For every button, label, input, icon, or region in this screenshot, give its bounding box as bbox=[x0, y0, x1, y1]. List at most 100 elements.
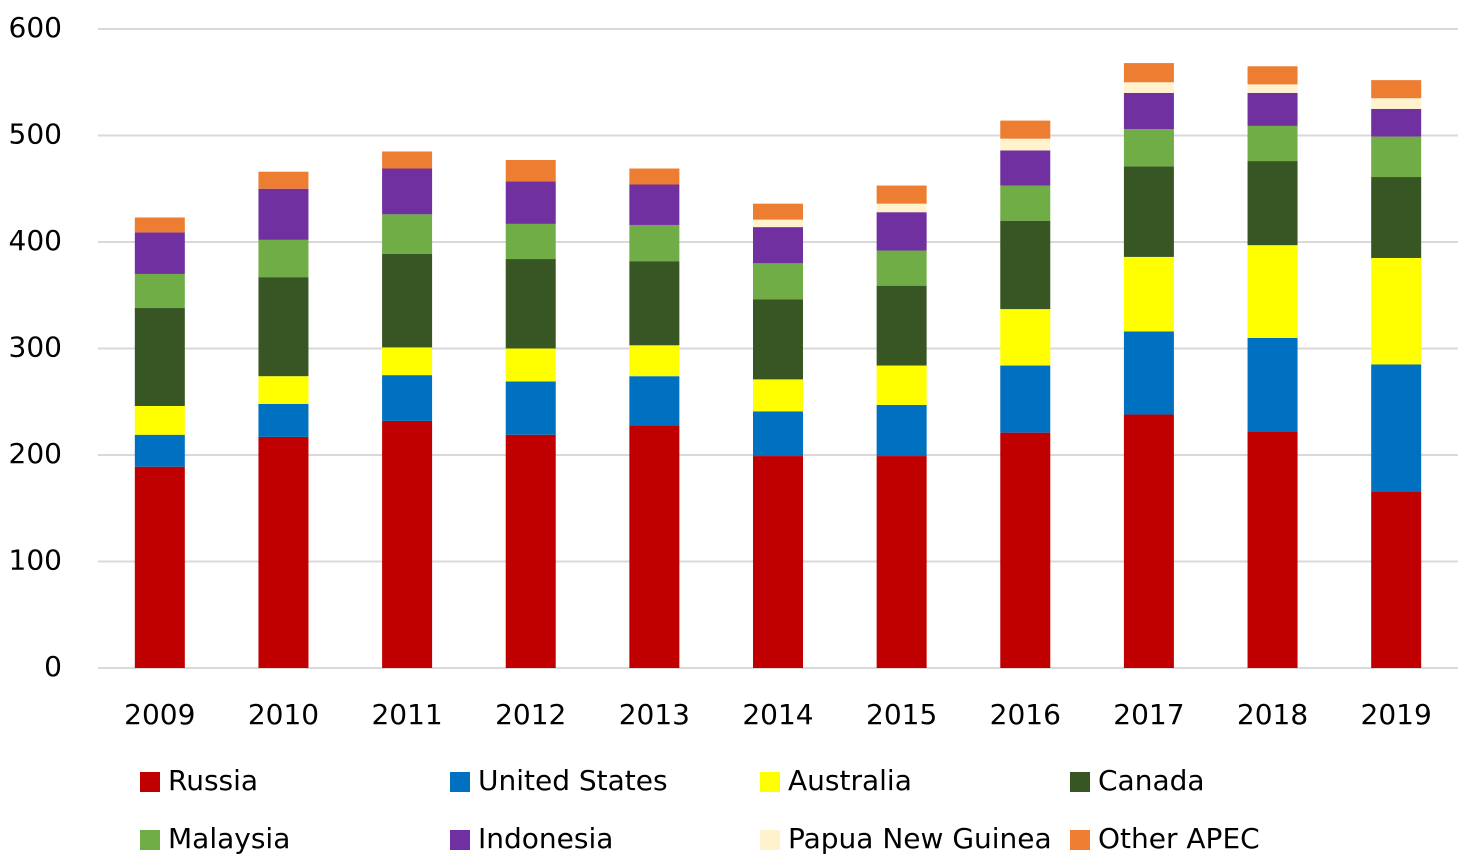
bar-segment bbox=[134, 273, 185, 309]
legend-swatch bbox=[1070, 830, 1090, 850]
x-tick-label: 2012 bbox=[495, 698, 566, 731]
bar-segment bbox=[1123, 129, 1174, 167]
legend-swatch bbox=[450, 772, 470, 792]
bar-segment bbox=[1123, 63, 1174, 83]
bar-segment bbox=[1000, 309, 1051, 366]
bar-segment bbox=[1123, 166, 1174, 257]
legend-label: Canada bbox=[1098, 764, 1205, 797]
bar-segment bbox=[1123, 82, 1174, 93]
y-tick-label: 600 bbox=[9, 11, 62, 44]
legend-label: United States bbox=[478, 764, 668, 797]
bar-segment bbox=[1247, 84, 1298, 93]
legend-label: Malaysia bbox=[168, 822, 290, 855]
bar-segment bbox=[258, 436, 309, 668]
x-tick-label: 2017 bbox=[1113, 698, 1184, 731]
bar-segment bbox=[1000, 432, 1051, 668]
bar-segment bbox=[1000, 365, 1051, 433]
bar-segment bbox=[258, 277, 309, 377]
bar-segment bbox=[258, 403, 309, 437]
bar-segment bbox=[382, 151, 433, 169]
legend-label: Papua New Guinea bbox=[788, 822, 1052, 855]
bar-segment bbox=[505, 259, 556, 349]
bar-segment bbox=[876, 456, 927, 668]
bar-segment bbox=[876, 185, 927, 204]
bar-segment bbox=[134, 466, 185, 668]
x-tick-label: 2018 bbox=[1237, 698, 1308, 731]
y-tick-label: 500 bbox=[9, 118, 62, 151]
bar-segment bbox=[505, 434, 556, 668]
bar-segment bbox=[876, 404, 927, 457]
bar-segment bbox=[382, 168, 433, 215]
bar-segment bbox=[876, 250, 927, 286]
x-tick-label: 2013 bbox=[619, 698, 690, 731]
bar-segment bbox=[1247, 431, 1298, 668]
bar-segment bbox=[1000, 150, 1051, 186]
bar-segment bbox=[505, 381, 556, 435]
y-tick-label: 0 bbox=[44, 650, 62, 683]
x-tick-label: 2019 bbox=[1361, 698, 1432, 731]
bar-segment bbox=[1371, 364, 1422, 492]
legend-label: Other APEC bbox=[1098, 822, 1260, 855]
legend-swatch bbox=[760, 772, 780, 792]
bar-segment bbox=[1247, 337, 1298, 432]
bar-segment bbox=[1371, 177, 1422, 258]
bar-segment bbox=[382, 347, 433, 376]
bar-segment bbox=[1247, 92, 1298, 126]
bar-segment bbox=[876, 365, 927, 405]
bar-segment bbox=[134, 232, 185, 274]
bar-segment bbox=[1371, 491, 1422, 668]
bar-segment bbox=[382, 214, 433, 254]
y-tick-label: 200 bbox=[9, 437, 62, 470]
bar-segment bbox=[1371, 136, 1422, 178]
bar-segment bbox=[753, 379, 803, 412]
bar-segment bbox=[258, 171, 309, 189]
bar-segment bbox=[1123, 92, 1174, 130]
bar-segment bbox=[629, 376, 680, 426]
x-tick-label: 2010 bbox=[248, 698, 319, 731]
bar-segment bbox=[134, 406, 185, 435]
bar-segment bbox=[1371, 108, 1422, 137]
bar-segment bbox=[753, 456, 803, 668]
x-tick-label: 2014 bbox=[742, 698, 813, 731]
bar-segment bbox=[505, 181, 556, 224]
legend-swatch bbox=[140, 830, 160, 850]
bar-segment bbox=[753, 299, 803, 380]
bar-segment bbox=[134, 308, 185, 407]
x-tick-label: 2015 bbox=[866, 698, 937, 731]
bar-segment bbox=[1000, 220, 1051, 310]
bar-segment bbox=[753, 219, 803, 228]
bar-segment bbox=[505, 348, 556, 382]
bar-segment bbox=[258, 376, 309, 404]
bar-segment bbox=[1000, 120, 1051, 139]
bar-segment bbox=[1247, 66, 1298, 85]
bar-segment bbox=[753, 203, 803, 220]
legend-swatch bbox=[140, 772, 160, 792]
bar-segment bbox=[1123, 414, 1174, 668]
bar-segment bbox=[1371, 80, 1422, 99]
bar-segment bbox=[876, 212, 927, 251]
bar-segment bbox=[629, 261, 680, 346]
legend-swatch bbox=[760, 830, 780, 850]
y-tick-label: 100 bbox=[9, 544, 62, 577]
bar-segment bbox=[629, 224, 680, 262]
legend-label: Indonesia bbox=[478, 822, 613, 855]
bar-segment bbox=[629, 184, 680, 225]
x-tick-label: 2011 bbox=[371, 698, 442, 731]
bar-segment bbox=[629, 345, 680, 377]
bar-segment bbox=[753, 263, 803, 300]
y-tick-label: 300 bbox=[9, 331, 62, 364]
bar-segment bbox=[1371, 98, 1422, 109]
legend-swatch bbox=[450, 830, 470, 850]
bar-segment bbox=[1000, 185, 1051, 221]
bar-segment bbox=[505, 159, 556, 182]
y-tick-label: 400 bbox=[9, 224, 62, 257]
bar-segment bbox=[1123, 256, 1174, 332]
bar-segment bbox=[382, 253, 433, 348]
bar-segment bbox=[1371, 257, 1422, 365]
legend-label: Russia bbox=[168, 764, 258, 797]
bar-segment bbox=[382, 375, 433, 421]
bar-segment bbox=[258, 239, 309, 278]
bar-segment bbox=[1000, 138, 1051, 151]
bar-segment bbox=[134, 434, 185, 467]
